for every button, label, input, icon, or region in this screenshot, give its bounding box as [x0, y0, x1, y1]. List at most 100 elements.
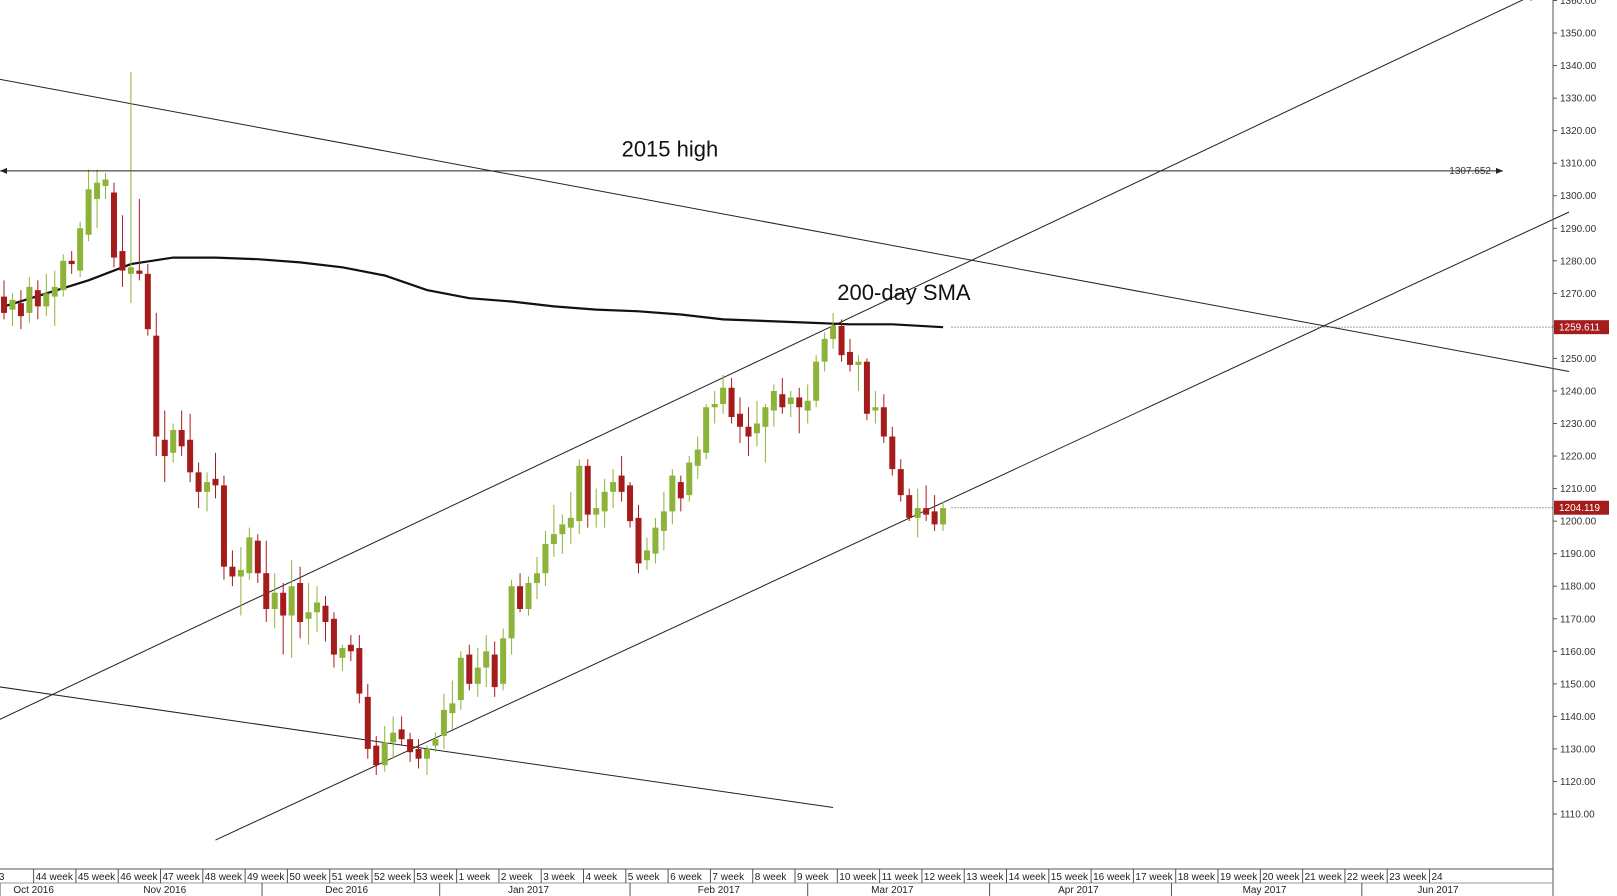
- candle: [356, 635, 363, 704]
- candle: [677, 475, 684, 512]
- week-tick-label: 51 week: [332, 872, 370, 883]
- candle-body: [923, 508, 930, 515]
- candle: [880, 394, 887, 444]
- week-tick-label: 47 week: [163, 872, 201, 883]
- candle-body: [567, 517, 574, 528]
- candle: [474, 648, 481, 697]
- candle: [466, 644, 473, 691]
- month-tick-label: Feb 2017: [698, 885, 741, 896]
- horizontal-line-layer: 1307.652: [0, 166, 1503, 177]
- candle: [796, 387, 803, 434]
- candle-body: [889, 436, 896, 470]
- candle-body: [322, 605, 329, 623]
- candle-body: [9, 299, 16, 310]
- candle: [584, 459, 591, 528]
- candle-body: [677, 482, 684, 499]
- week-tick-label: 11 week: [882, 872, 920, 883]
- hline-value-label: 1307.652: [1449, 166, 1491, 177]
- candle-body: [161, 439, 168, 457]
- candle-body: [863, 361, 870, 414]
- candle-body: [660, 511, 667, 531]
- candles-layer: [1, 72, 947, 775]
- week-tick-label: 17 week: [1135, 872, 1173, 883]
- candle: [914, 488, 921, 538]
- candle-body: [669, 475, 676, 512]
- candle-body: [855, 361, 862, 365]
- y-tick-label: 1210.00: [1560, 484, 1597, 495]
- candle-body: [43, 293, 50, 307]
- candle-body: [339, 648, 346, 658]
- candle: [610, 469, 617, 509]
- candle-body: [305, 612, 312, 619]
- week-tick-label: 45 week: [78, 872, 116, 883]
- candle-body: [390, 732, 397, 743]
- candle: [449, 680, 456, 730]
- week-tick-label: 3 week: [543, 872, 576, 883]
- week-tick-label: 53 week: [416, 872, 454, 883]
- y-ticks-layer: 1110.00 1120.00 1130.00 1140.00 1150.00 1160.…: [1553, 0, 1597, 821]
- y-tick-label: 1250.00: [1560, 354, 1597, 365]
- candle: [288, 560, 295, 658]
- candle: [94, 169, 101, 229]
- candle-body: [931, 511, 938, 525]
- candle: [753, 400, 760, 447]
- y-tick-label: 1300.00: [1560, 191, 1597, 202]
- week-tick-label: 16 week: [1093, 872, 1131, 883]
- week-tick-label: 22 week: [1347, 872, 1385, 883]
- candle: [804, 384, 811, 424]
- candle-body: [593, 508, 600, 515]
- candle: [254, 534, 261, 583]
- candle-body: [559, 524, 566, 535]
- candle-body: [906, 495, 913, 518]
- month-tick-label: Oct 2016: [13, 885, 54, 896]
- candle-body: [627, 485, 634, 522]
- axes-layer: [0, 0, 1554, 896]
- week-tick-label: 24: [1432, 872, 1444, 883]
- candle: [144, 264, 151, 336]
- candle: [483, 635, 490, 688]
- candle-body: [204, 482, 211, 492]
- candle: [500, 628, 507, 691]
- candle: [940, 501, 947, 531]
- y-tick-label: 1130.00: [1560, 744, 1596, 755]
- candle-body: [804, 400, 811, 411]
- week-tick-label: 49 week: [247, 872, 285, 883]
- month-tick-label: Nov 2016: [143, 885, 186, 896]
- y-tick-label: 1230.00: [1560, 419, 1597, 430]
- month-tick-label: May 2017: [1243, 885, 1287, 896]
- candle: [737, 397, 744, 444]
- candle-body: [424, 748, 430, 759]
- candle-body: [288, 586, 295, 616]
- y-tick-label: 1270.00: [1560, 289, 1597, 300]
- candle-body: [170, 430, 177, 453]
- y-tick-label: 1330.00: [1560, 94, 1597, 105]
- candle: [136, 198, 143, 281]
- candle-body: [364, 696, 371, 749]
- annotations-layer: 2015 high 200-day SMA: [622, 137, 971, 305]
- candle: [85, 169, 92, 242]
- week-tick-label: 15 week: [1051, 872, 1089, 883]
- candle: [686, 456, 693, 502]
- candle-body: [187, 439, 194, 473]
- month-tick-label: Jun 2017: [1417, 885, 1459, 896]
- candle-body: [821, 338, 828, 362]
- y-tick-label: 1180.00: [1560, 582, 1596, 593]
- candle: [212, 452, 219, 499]
- week-tick-label: 20 week: [1262, 872, 1300, 883]
- candle-body: [254, 540, 261, 574]
- candle: [34, 280, 41, 320]
- candle-body: [68, 260, 75, 265]
- candle-body: [1, 296, 7, 313]
- candle-body: [737, 413, 744, 427]
- annotation-label: 2015 high: [622, 137, 719, 162]
- candle-body: [314, 602, 321, 613]
- candle-body: [728, 387, 735, 418]
- hline-arrow-left: [0, 167, 7, 174]
- week-tick-label: 21 week: [1305, 872, 1343, 883]
- candle-body: [136, 270, 143, 274]
- y-tick-label: 1220.00: [1560, 452, 1597, 463]
- x-ticks-layer: 43 44 week 45 week 46 week 47 week 48 week 49 …: [0, 869, 1459, 896]
- candle-body: [770, 390, 777, 411]
- week-tick-label: 2 week: [501, 872, 534, 883]
